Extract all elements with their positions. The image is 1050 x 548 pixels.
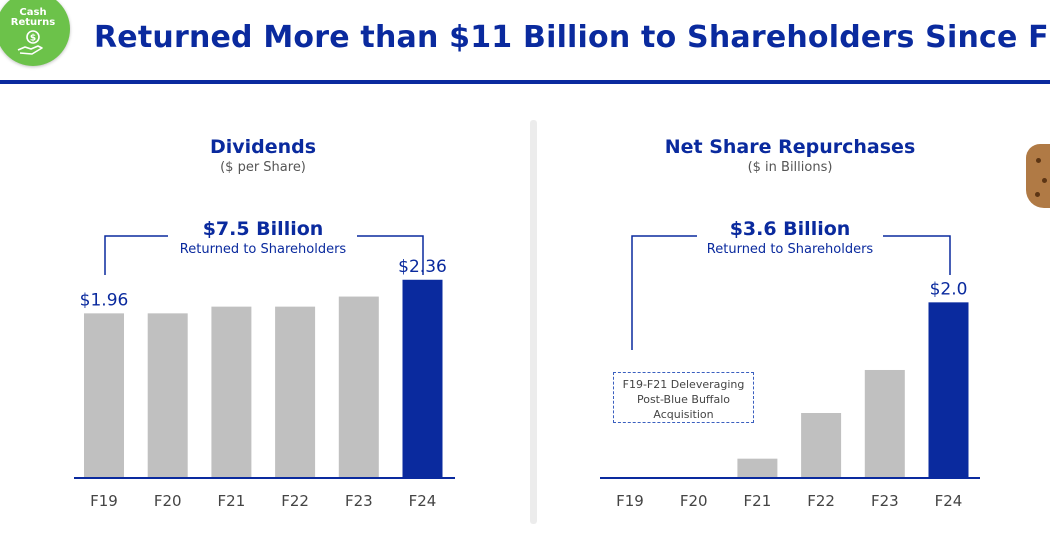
repurchases-callout-subtitle: Returned to Shareholders — [706, 242, 874, 257]
repurchases-category-label: F20 — [680, 492, 708, 510]
deleveraging-note: F19-F21 Deleveraging Post-Blue Buffalo A… — [613, 372, 754, 423]
repurchases-bar-f21 — [737, 458, 778, 478]
note-line-2: Post-Blue Buffalo — [636, 393, 731, 406]
repurchases-bar-f23 — [864, 369, 905, 478]
dividends-category-label: F20 — [154, 492, 182, 510]
note-line-3: Acquisition — [653, 408, 714, 421]
dividends-category-label: F23 — [345, 492, 373, 510]
badge-line-2: Returns — [10, 17, 56, 28]
dividends-value-label-f24: $2.36 — [398, 257, 447, 277]
repurchases-value-label-f24: $2.0 — [930, 279, 968, 299]
svg-text:$: $ — [30, 34, 36, 44]
dividends-value-label-f19: $1.96 — [80, 290, 129, 310]
page-title: Returned More than $11 Billion to Shareh… — [94, 20, 1050, 55]
dividends-bar-f21 — [211, 306, 252, 478]
repurchases-callout-title: $3.6 Billion — [729, 218, 851, 240]
repurchases-bar-f22 — [801, 413, 842, 478]
dividends-category-label: F19 — [90, 492, 118, 510]
dividends-bar-f24 — [402, 279, 443, 478]
badge-label: Cash Returns — [0, 8, 70, 28]
repurchases-title: Net Share Repurchases — [664, 136, 916, 158]
dividends-category-label: F24 — [409, 492, 437, 510]
repurchases-category-label: F24 — [935, 492, 963, 510]
dividends-bracket — [104, 235, 424, 275]
dividends-bar-f20 — [147, 313, 188, 478]
dividends-callout-subtitle: Returned to Shareholders — [179, 242, 347, 257]
dividends-category-label: F21 — [218, 492, 246, 510]
dividends-bar-f19 — [84, 313, 124, 478]
repurchases-bracket — [631, 235, 951, 350]
cash-returns-badge: Cash Returns $ — [0, 0, 70, 66]
repurchases-category-label: F19 — [616, 492, 644, 510]
dividends-subtitle: ($ per Share) — [220, 160, 306, 175]
header-rule — [0, 80, 1050, 84]
badge-line-1: Cash — [19, 7, 47, 18]
dividends-chart: $1.96 F19 F20 F21 F22 F23 $2.36 F24 — [74, 235, 455, 510]
repurchases-category-label: F23 — [871, 492, 899, 510]
dividends-callout-title: $7.5 Billion — [202, 218, 324, 240]
dividends-bar-f23 — [338, 296, 379, 478]
hand-coin-icon: $ — [17, 30, 43, 55]
note-line-1: F19-F21 Deleveraging — [622, 378, 745, 391]
panel-divider — [530, 120, 537, 524]
dividends-category-label: F22 — [281, 492, 309, 510]
repurchases-chart: F19 F20 F21 F22 F23 $2.0 F24 — [600, 235, 980, 510]
repurchases-category-label: F21 — [744, 492, 772, 510]
dividends-bar-f22 — [275, 306, 316, 478]
dividends-title: Dividends — [209, 136, 317, 158]
repurchases-subtitle: ($ in Billions) — [747, 160, 833, 175]
repurchases-bar-f24 — [928, 302, 969, 478]
cookie-image — [1026, 144, 1050, 208]
repurchases-category-label: F22 — [807, 492, 835, 510]
